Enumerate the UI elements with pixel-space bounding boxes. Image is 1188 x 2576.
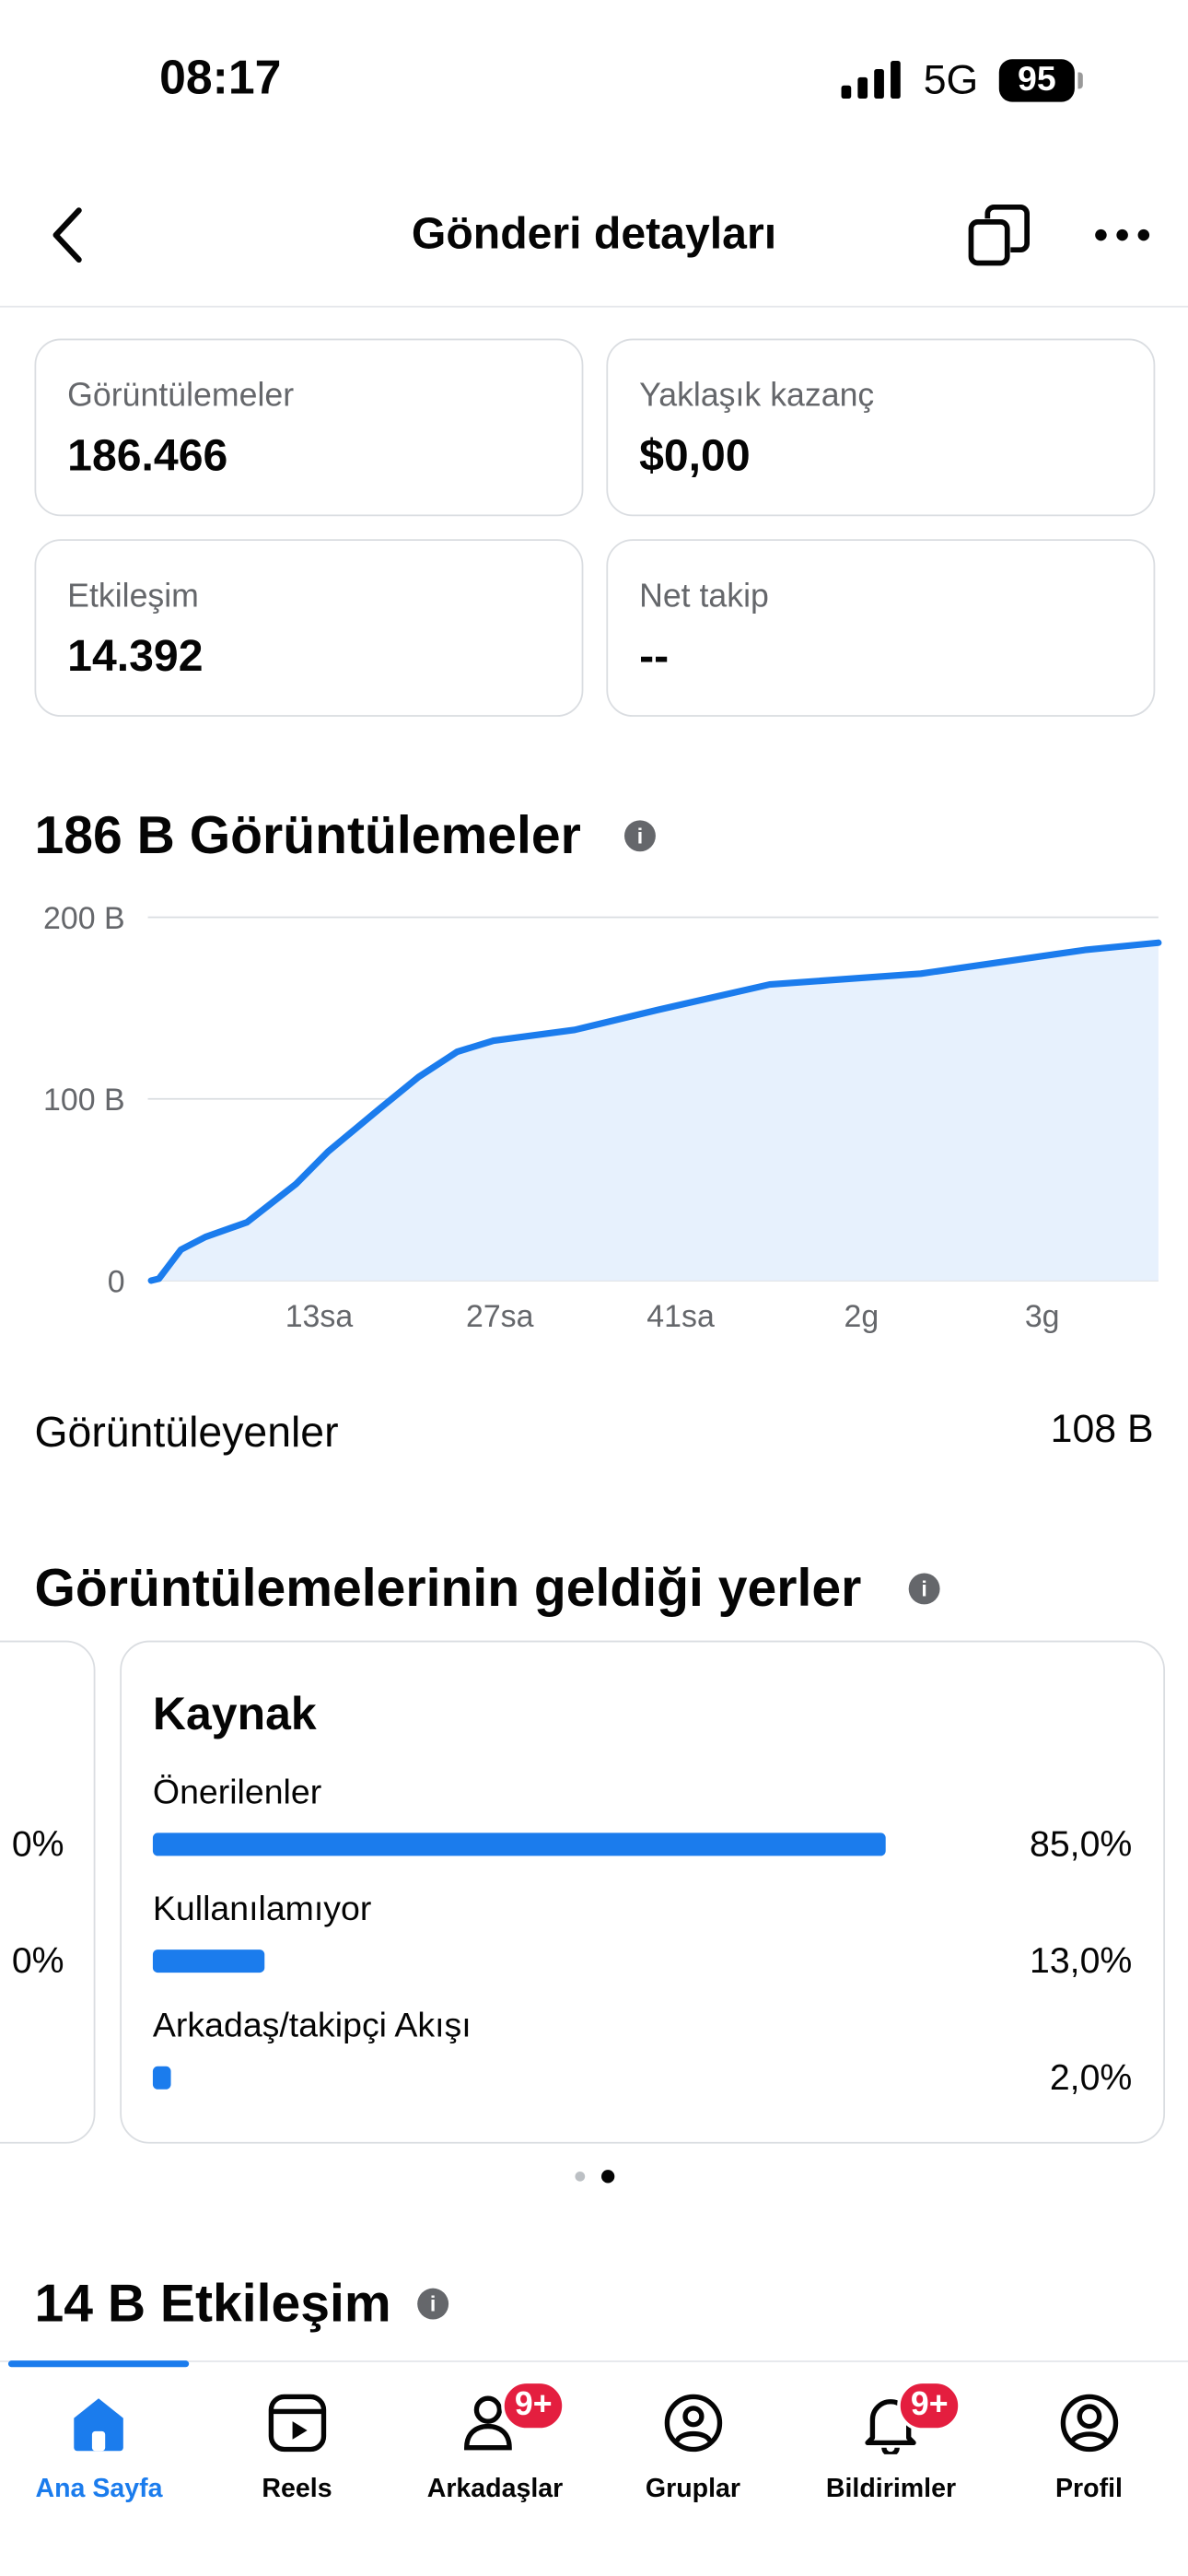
y-tick-label: 0 [108, 1264, 125, 1299]
tab-bar [0, 2360, 1188, 2576]
y-tick-label: 100 B [43, 1083, 125, 1118]
tab[interactable]: Arkadaşlar 9+ [396, 2367, 593, 2576]
divider [0, 305, 1188, 308]
stat-label: Görüntülemeler [67, 378, 295, 415]
bar [152, 2066, 170, 2090]
tab-label: Arkadaşlar [426, 2476, 564, 2504]
battery: 95 [998, 59, 1075, 102]
time: 08:17 [159, 53, 282, 106]
x-tick-label: 13sa [285, 1299, 354, 1334]
source-label: Kullanılamıyor [152, 1890, 372, 1928]
stat-value: 186.466 [67, 430, 228, 480]
tab-label: Gruplar [645, 2476, 741, 2504]
stat-label: Etkileşim [67, 579, 199, 615]
tab[interactable]: Gruplar [594, 2367, 791, 2576]
copy-button[interactable] [966, 202, 1035, 267]
source-label: Arkadaş/takipçi Akışı [152, 2007, 472, 2045]
info-icon[interactable]: i [908, 1573, 940, 1605]
tab-icon [268, 2394, 326, 2453]
tab-label: Ana Sayfa [35, 2476, 163, 2504]
sources-title: Görüntülemelerinin geldiği yerler [34, 1558, 862, 1618]
bar [152, 1832, 887, 1856]
page-dot-active[interactable] [601, 2170, 615, 2184]
tab[interactable]: Profil [990, 2367, 1187, 2576]
x-tick-label: 3g [1025, 1299, 1060, 1334]
engagement-title: 14 B Etkileşim [34, 2273, 391, 2333]
source-card[interactable]: Kaynak Önerilenler 85,0% Kullanılamıyor 13,… [120, 1640, 1166, 2144]
percent-label: 2,0% [1049, 2056, 1133, 2098]
page-title: Gönderi detayları [411, 208, 777, 259]
viewers-value: 108 B [1050, 1407, 1154, 1452]
x-tick-label: 27sa [466, 1299, 534, 1334]
badge: 9+ [501, 2380, 565, 2431]
bar [152, 1950, 265, 1973]
x-tick-label: 41sa [646, 1299, 715, 1334]
tab-label: Reels [262, 2476, 332, 2504]
stat-value: $0,00 [639, 430, 751, 480]
tab-indicator [7, 2360, 190, 2368]
chart-title: 186 B Görüntülemeler [34, 805, 581, 865]
info-icon[interactable]: i [417, 2288, 449, 2320]
tab-icon [1060, 2394, 1118, 2453]
network: 5G [923, 57, 979, 104]
y-tick-label: 200 B [43, 901, 125, 936]
stat-label: Yaklaşık kazanç [639, 378, 875, 415]
viewers-label: Görüntüleyenler [34, 1407, 339, 1457]
info-icon[interactable]: i [624, 820, 656, 852]
battery-tip [1077, 72, 1083, 89]
card-title: Kaynak [152, 1688, 317, 1739]
tab-icon [74, 2398, 124, 2452]
tab[interactable]: Reels [198, 2367, 395, 2576]
line [147, 939, 1162, 1284]
stat-label: Net takip [639, 579, 769, 615]
stat-value: 14.392 [67, 631, 204, 681]
area [151, 943, 1159, 1281]
percent-label: 0% [11, 1822, 64, 1865]
views-chart: 0 100 B 200 B 13sa 27sa 41sa 2g 3g [43, 901, 1162, 1334]
stat-card: Görüntülemeler 186.466 [34, 338, 584, 517]
stat-card: Yaklaşık kazanç $0,00 [606, 338, 1156, 517]
more-button[interactable] [1091, 224, 1154, 247]
percent-label: 85,0% [1030, 1822, 1133, 1865]
page-dot[interactable] [575, 2171, 586, 2182]
prev-card[interactable]: 0% 0% [0, 1640, 96, 2144]
tab-label: Profil [1055, 2476, 1123, 2504]
stat-card: Etkileşim 14.392 [34, 539, 584, 717]
percent-label: 13,0% [1030, 1939, 1133, 1981]
badge: 9+ [897, 2380, 961, 2431]
tab-icon [464, 2395, 513, 2451]
stat-card: Net takip -- [606, 539, 1156, 717]
signal-icon [841, 61, 901, 100]
x-tick-label: 2g [844, 1299, 879, 1334]
tab-icon [664, 2394, 722, 2453]
source-label: Önerilenler [152, 1774, 322, 1812]
stat-value: -- [639, 631, 670, 681]
tab[interactable]: Ana Sayfa [0, 2367, 197, 2576]
tab-label: Bildirimler [825, 2476, 957, 2504]
back-button[interactable] [42, 204, 92, 266]
tab[interactable]: Bildirimler 9+ [792, 2367, 989, 2576]
percent-label: 0% [11, 1939, 64, 1981]
